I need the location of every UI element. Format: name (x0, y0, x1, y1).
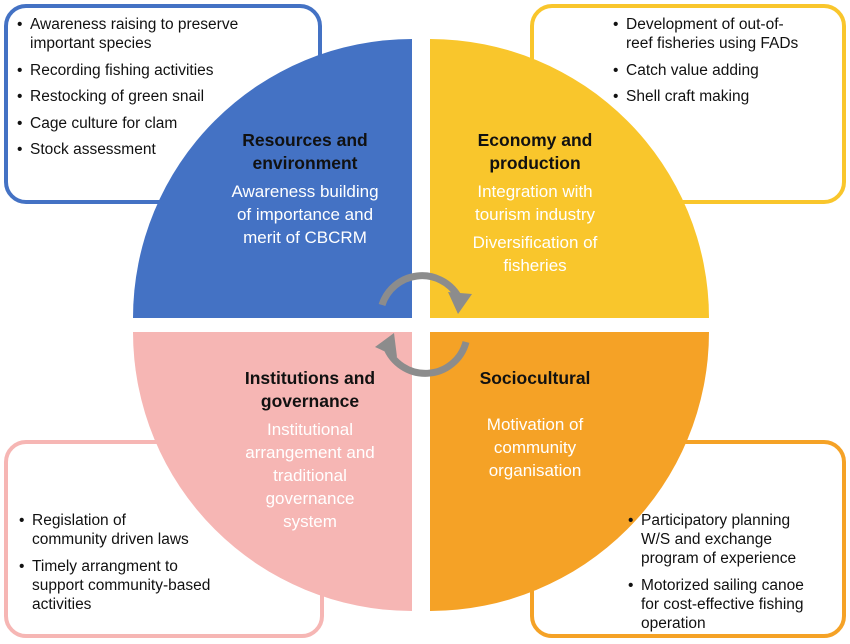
sociocultural-subtitle: Motivation of community organisation (440, 413, 630, 482)
resources-quadrant (133, 39, 412, 318)
resources-activity-line: important species (30, 35, 152, 52)
sociocultural-activity-line: program of experience (641, 550, 797, 567)
institutions-activity-line: activities (32, 595, 92, 613)
institutions-sub-line: arrangement and (245, 443, 375, 462)
resources-title-line: Resources and (242, 130, 368, 150)
resources-activity-item: Awareness raising to preserve important s… (16, 15, 286, 53)
resources-activity-item: Restocking of green snail (16, 87, 286, 106)
institutions-title-line: governance (260, 391, 360, 411)
sociocultural-activity-line: Participatory planning (641, 512, 791, 529)
economy-activities-list: Development of out-of-reef fisheries usi… (612, 15, 837, 114)
economy-quadrant-text: Economy and production Integration with … (440, 129, 630, 277)
resources-activity-line: Stock assessment (30, 141, 156, 158)
sociocultural-activity-line: Motorized sailing canoe (641, 576, 804, 594)
resources-sub-line: Awareness building (231, 182, 379, 201)
sociocultural-sub-line: organisation (488, 461, 582, 480)
resources-quadrant-text: Resources and environment Awareness buil… (205, 129, 405, 249)
resources-activity-line: Restocking of green snail (30, 88, 205, 105)
institutions-subtitle: Institutional arrangement and traditiona… (212, 418, 408, 533)
economy-activity-line: reef fisheries using FADs (626, 35, 799, 52)
economy-activity-item: Shell craft making (612, 87, 837, 106)
economy-sub-line: tourism industry (475, 205, 595, 224)
institutions-activity-item: Regislation of community driven laws (18, 511, 278, 549)
sociocultural-activity-item: Participatory planning W/S and exchange pr… (627, 511, 837, 568)
institutions-quadrant-text: Institutions and governance Institutiona… (212, 367, 408, 533)
sociocultural-title-line: Sociocultural (479, 368, 591, 388)
economy-subtitle: Integration with tourism industry (440, 180, 630, 226)
sociocultural-sub-line: Motivation of (486, 415, 584, 434)
institutions-sub-line: traditional (273, 466, 347, 485)
institutions-activity-line: Timely arrangment to (32, 557, 178, 575)
sociocultural-activity-line: for cost-effective fishing (641, 595, 804, 613)
resources-sub-line: merit of CBCRM (243, 228, 367, 247)
institutions-sub-line: system (283, 512, 337, 531)
resources-activities-list: Awareness raising to preserve important s… (16, 15, 286, 167)
institutions-title-line: Institutions and (244, 368, 376, 388)
resources-subtitle: Awareness building of importance and mer… (205, 180, 405, 249)
institutions-quadrant (133, 332, 412, 611)
institutions-sub-line: Institutional (267, 420, 353, 439)
economy-title-line: Economy and (477, 130, 593, 150)
economy-activity-item: Catch value adding (612, 61, 837, 80)
economy-subtitle-2: Diversification of fisheries (440, 231, 630, 277)
sociocultural-quadrant (430, 332, 709, 611)
cycle-arrows-icon (378, 272, 470, 377)
resources-activity-item: Recording fishing activities (16, 61, 286, 80)
economy-activity-line: Development of out-of- (626, 16, 784, 33)
resources-sub-line: of importance and (236, 205, 374, 224)
resources-activity-line: Recording fishing activities (30, 61, 214, 79)
economy-sub2-line: fisheries (503, 256, 567, 275)
resources-title: Resources and environment (205, 129, 405, 175)
resources-activity-line: Cage culture for clam (30, 114, 178, 132)
institutions-title: Institutions and governance (212, 367, 408, 413)
resources-activity-item: Stock assessment (16, 140, 286, 159)
economy-activity-item: Development of out-of-reef fisheries usi… (612, 15, 837, 53)
institutions-activity-line: Regislation of (32, 512, 126, 529)
economy-activity-line: Shell craft making (626, 88, 750, 105)
economy-title: Economy and production (440, 129, 630, 175)
sociocultural-quadrant-text: Sociocultural Motivation of community or… (440, 367, 630, 482)
economy-title-line: production (489, 153, 581, 173)
economy-sub-line: Integration with (477, 182, 593, 201)
institutions-activity-line: support community-based (32, 576, 211, 594)
sociocultural-activities-list: Participatory planning W/S and exchange pr… (627, 511, 837, 640)
resources-activity-item: Cage culture for clam (16, 114, 286, 133)
economy-sub2-line: Diversification of (472, 233, 598, 252)
resources-activity-line: Awareness raising to preserve (30, 16, 239, 33)
economy-quadrant (430, 39, 709, 318)
sociocultural-activity-line: operation (641, 614, 706, 632)
sociocultural-activity-line: W/S and exchange (641, 531, 772, 548)
economy-activity-line: Catch value adding (626, 61, 759, 79)
institutions-sub-line: governance (265, 489, 355, 508)
institutions-activities-list: Regislation of community driven laws Timel… (18, 511, 278, 621)
sociocultural-sub-line: community (493, 438, 577, 457)
institutions-activity-line: community driven laws (32, 531, 189, 548)
sociocultural-title: Sociocultural (440, 367, 630, 390)
resources-title-line: environment (252, 153, 358, 173)
